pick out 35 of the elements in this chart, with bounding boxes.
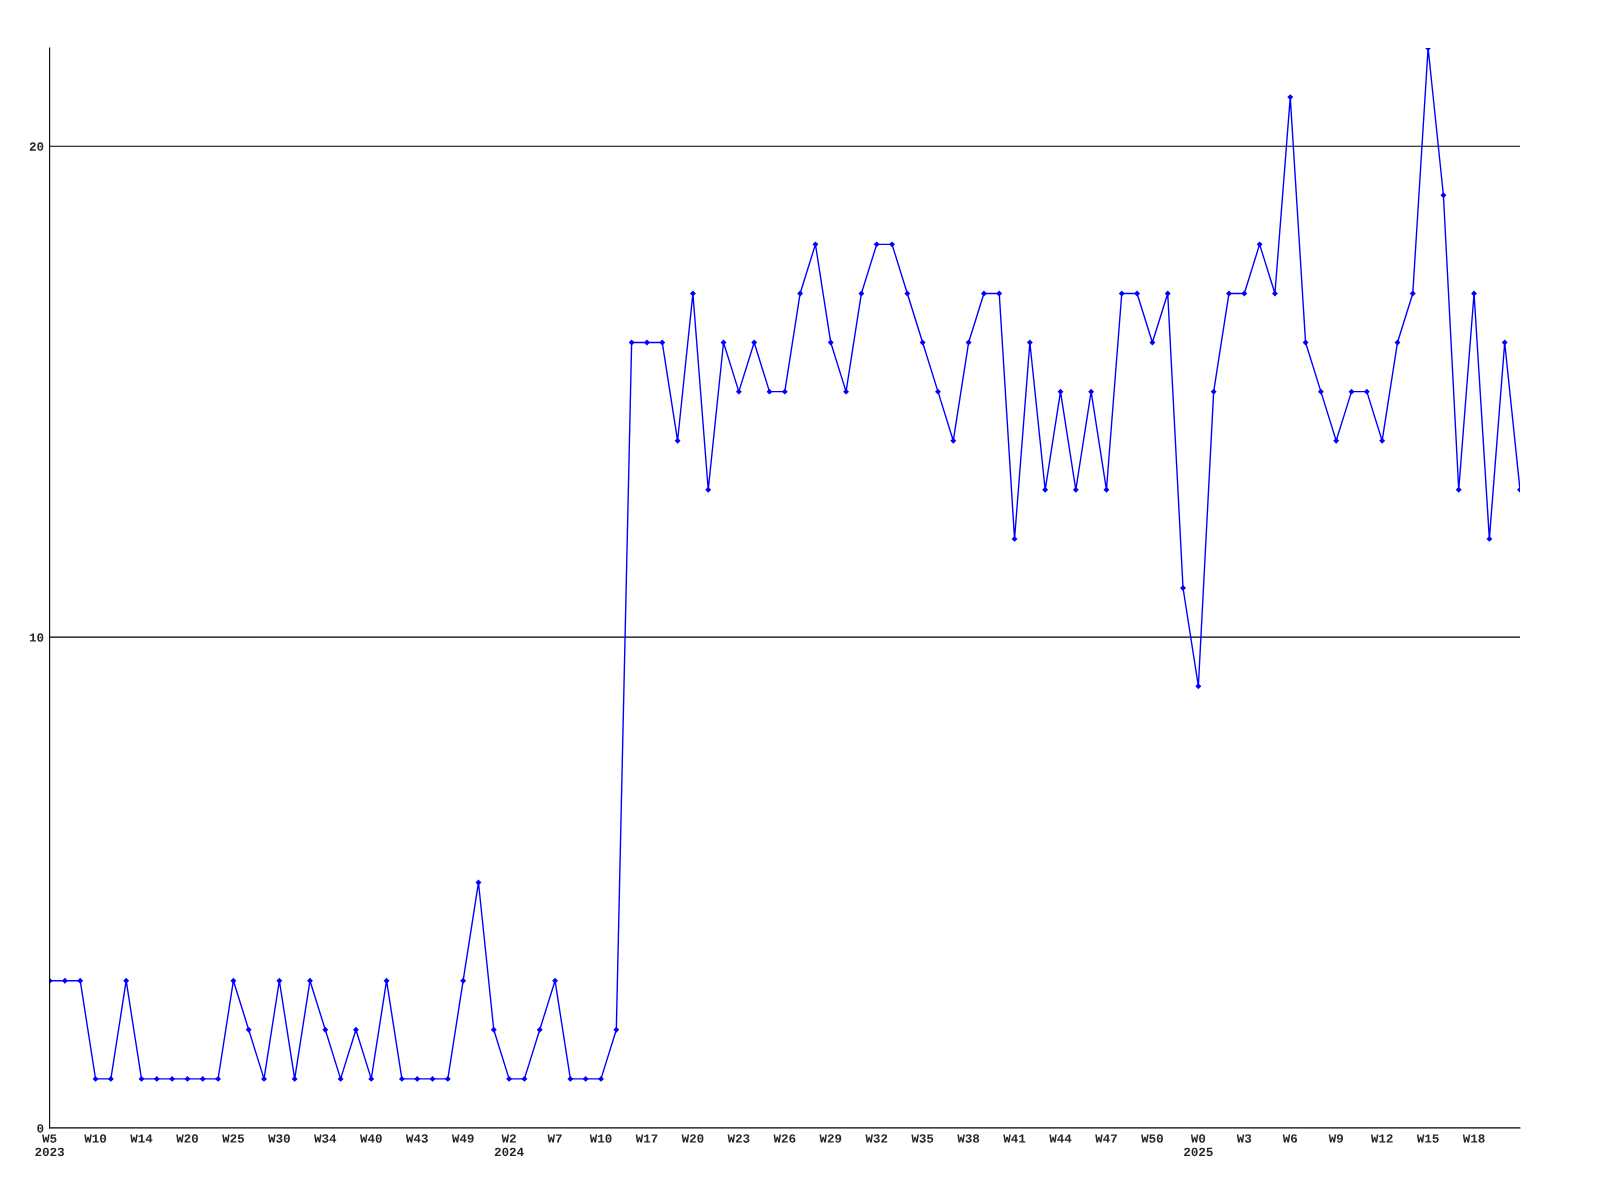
x-tick-label: W49 [451,1134,474,1143]
x-tick-label: W43 [405,1134,428,1143]
x-tick-label: W5 2023 [35,1134,64,1157]
x-tick-label: W6 [1282,1134,1298,1143]
x-tick-label: W29 [819,1134,842,1143]
x-tick-label: W40 [360,1134,382,1143]
x-tick-label: W35 [911,1134,934,1143]
y-tick-label: 20 [29,142,44,151]
x-tick-label: W15 [1416,1134,1439,1143]
x-tick-label: W32 [865,1134,888,1143]
x-tick-label: W0 2025 [1184,1134,1213,1157]
x-tick-label: W7 [547,1134,562,1143]
x-tick-label: W20 [176,1134,198,1143]
x-tick-label: W41 [1003,1134,1026,1143]
x-tick-label: W34 [314,1134,337,1143]
x-tick-label: W17 [635,1134,658,1143]
x-tick-label: W50 [1141,1134,1163,1143]
x-tick-label: W25 [222,1134,244,1143]
x-tick-label: W44 [1049,1134,1072,1143]
x-tick-label: W14 [130,1134,153,1143]
x-tick-label: W26 [773,1134,796,1143]
x-tick-label: W3 [1236,1134,1252,1143]
x-tick-label: W9 [1328,1134,1343,1143]
y-tick-label: 0 [37,1124,44,1133]
y-tick-label: 10 [29,633,44,642]
x-tick-label: W2 2024 [494,1134,524,1157]
x-tick-label: W10 [589,1134,612,1143]
x-tick-label: W20 [681,1134,704,1143]
x-tick-label: W23 [727,1134,750,1143]
x-tick-label: W10 [84,1134,107,1143]
x-tick-label: W47 [1095,1134,1117,1143]
x-tick-label: W38 [957,1134,980,1143]
x-tick-label: W30 [268,1134,290,1143]
x-tick-label: W18 [1462,1134,1485,1143]
x-tick-label: W12 [1370,1134,1393,1143]
